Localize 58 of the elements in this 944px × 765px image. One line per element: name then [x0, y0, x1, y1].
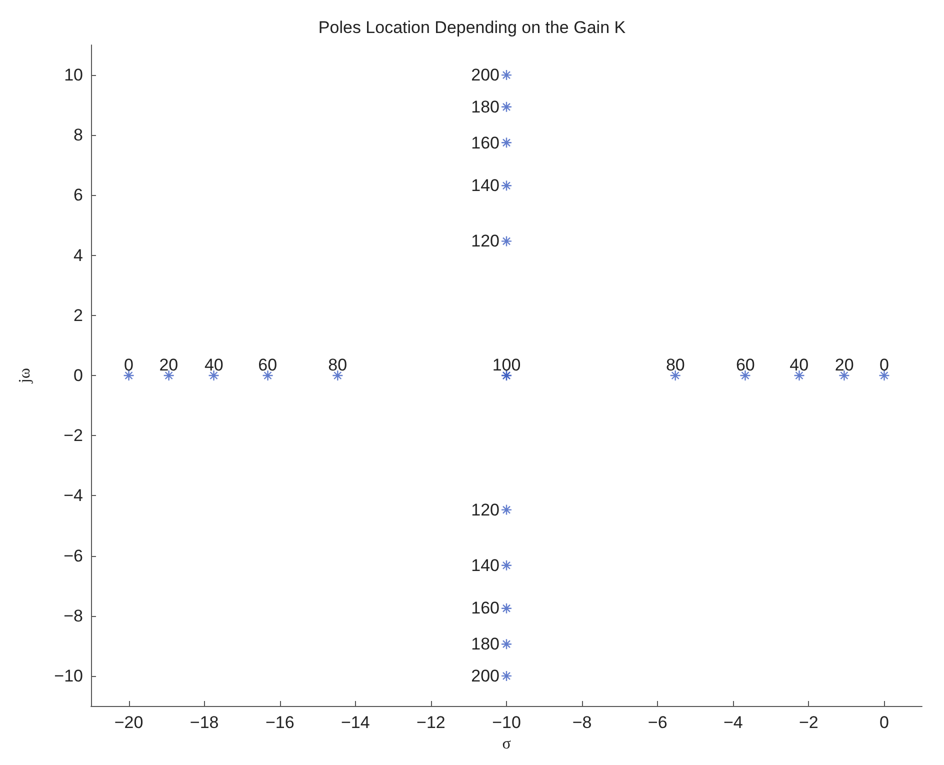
annotation: 160 [471, 133, 500, 152]
annotation: 200 [471, 66, 500, 85]
y-tick-label: 6 [74, 186, 83, 205]
chart-title: Poles Location Depending on the Gain K [318, 18, 626, 37]
y-tick-label: −2 [64, 426, 83, 446]
x-tick-label: −4 [723, 713, 743, 732]
x-tick-label: −6 [648, 713, 668, 732]
x-tick-label: −20 [114, 713, 144, 732]
point [500, 670, 512, 682]
y-tick-label: −6 [64, 546, 83, 566]
annotation: 200 [471, 666, 500, 686]
annotation: 80 [328, 356, 348, 374]
x-tick-label: −8 [572, 713, 592, 732]
x-tick-label: −18 [190, 713, 219, 732]
x-axis-title: σ [502, 736, 512, 752]
annotation: 120 [471, 500, 500, 520]
annotation: 0 [124, 356, 134, 374]
annotation: 140 [471, 556, 500, 576]
point [500, 180, 512, 192]
annotation: 180 [471, 97, 500, 116]
annotation: 40 [790, 356, 809, 374]
x-tick-label: 0 [879, 713, 889, 732]
x-tick-label: −2 [798, 713, 818, 732]
annotation: 60 [258, 356, 278, 374]
point [500, 602, 512, 614]
annotation: 60 [736, 356, 755, 374]
y-tick-label: 4 [74, 246, 83, 265]
y-tick-label: −4 [64, 486, 83, 506]
y-axis-title: jω [16, 368, 34, 384]
point [500, 69, 512, 81]
point [500, 137, 512, 148]
annotation: 160 [471, 598, 500, 618]
x-tick-label: −14 [340, 713, 370, 732]
annotation: 180 [471, 634, 500, 654]
y-tick-label: 8 [74, 126, 83, 145]
point [878, 370, 890, 382]
annotation: 120 [471, 232, 500, 251]
point [500, 101, 512, 112]
y-tick-label: 10 [64, 66, 83, 85]
point [500, 236, 512, 247]
annotation: 80 [666, 356, 685, 374]
x-tick-label: −16 [265, 713, 294, 732]
y-tick-label: −8 [64, 606, 83, 626]
annotation: 40 [204, 356, 224, 374]
point [500, 504, 512, 516]
y-tick-label: 0 [74, 366, 83, 385]
y-tick-label: −10 [54, 666, 83, 686]
annotation: 140 [471, 176, 500, 195]
annotation: 20 [834, 356, 854, 374]
x-tick-label: −10 [492, 713, 521, 732]
y-tick-label: 2 [74, 306, 83, 325]
annotation: 0 [879, 356, 889, 374]
point [500, 638, 512, 650]
annotation: 20 [159, 356, 178, 374]
point [123, 370, 134, 382]
annotation: 100 [492, 356, 521, 374]
x-tick-label: −12 [416, 713, 446, 732]
point [500, 560, 512, 571]
